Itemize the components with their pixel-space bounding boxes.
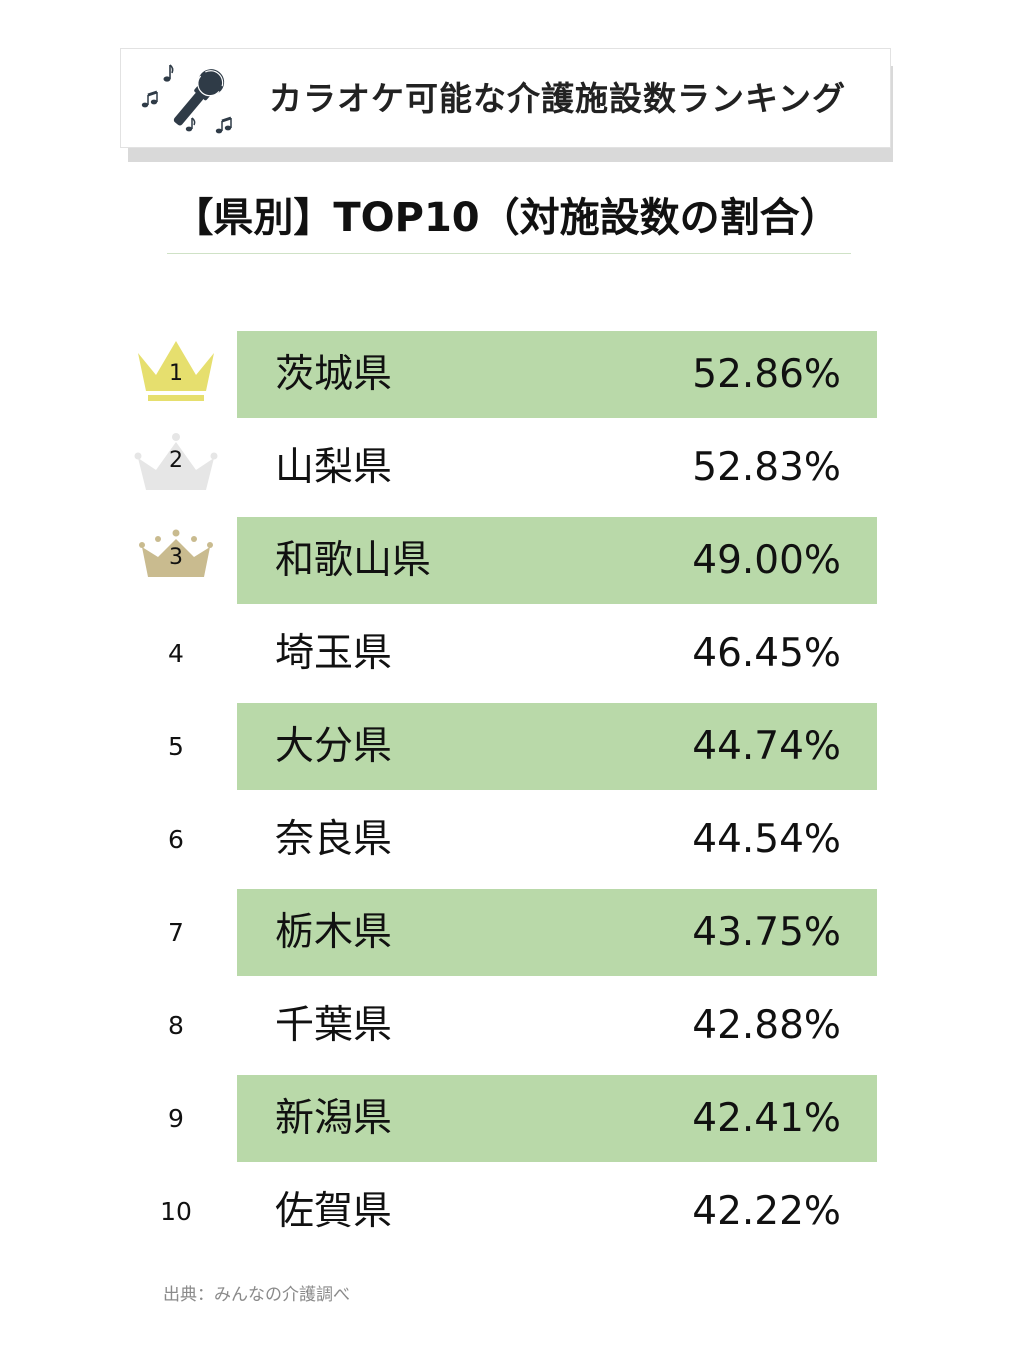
rank-number: 1 [169, 361, 183, 386]
row-background [237, 703, 877, 790]
source-note: 出典：みんなの介護調べ [163, 1285, 350, 1305]
ratio-value: 43.75% [692, 910, 841, 955]
prefecture-name: 和歌山県 [275, 538, 432, 583]
rank-number: 7 [168, 918, 184, 947]
rank-cell: 10 [126, 1168, 226, 1255]
crown-gold-icon [138, 341, 214, 401]
ratio-value: 46.45% [692, 631, 841, 676]
rank-cell: 4 [126, 610, 226, 697]
row-background [237, 517, 877, 604]
prefecture-name: 千葉県 [275, 1003, 393, 1048]
prefecture-name: 新潟県 [275, 1096, 393, 1141]
rank-number: 6 [168, 825, 184, 854]
ratio-value: 52.86% [692, 352, 841, 397]
crown-silver-icon [134, 433, 218, 490]
table-row: 1 茨城県 52.86% [0, 331, 1013, 418]
ratio-value: 42.88% [692, 1003, 841, 1048]
rank-cell: 5 [126, 703, 226, 790]
ratio-value: 52.83% [692, 445, 841, 490]
row-background [237, 889, 877, 976]
table-row: 5 大分県 44.74% [0, 703, 1013, 790]
rank-cell: 6 [126, 796, 226, 883]
table-row: 8 千葉県 42.88% [0, 982, 1013, 1069]
table-row: 2 山梨県 52.83% [0, 424, 1013, 511]
microphone-music-notes-icon [141, 64, 232, 134]
prefecture-name: 大分県 [275, 724, 393, 769]
header-title: カラオケ可能な介護施設数ランキング [269, 79, 847, 118]
rank-number: 3 [169, 545, 183, 570]
prefecture-name: 佐賀県 [275, 1189, 393, 1234]
table-row: 10 佐賀県 42.22% [0, 1168, 1013, 1255]
ratio-value: 44.74% [692, 724, 841, 769]
table-row: 6 奈良県 44.54% [0, 796, 1013, 883]
prefecture-name: 山梨県 [275, 445, 393, 490]
rank-number: 5 [168, 732, 184, 761]
subtitle-divider [167, 253, 851, 254]
table-row: 3 和歌山県 49.00% [0, 517, 1013, 604]
rank-cell: 1 [126, 331, 226, 418]
rank-number: 4 [168, 639, 184, 668]
prefecture-name: 栃木県 [275, 910, 393, 955]
ratio-value: 42.41% [692, 1096, 841, 1141]
chart-subtitle: 【県別】TOP10（対施設数の割合） [173, 195, 840, 241]
table-row: 7 栃木県 43.75% [0, 889, 1013, 976]
ratio-value: 42.22% [692, 1189, 841, 1234]
rank-cell: 8 [126, 982, 226, 1069]
rank-cell: 9 [126, 1075, 226, 1162]
ratio-value: 49.00% [692, 538, 841, 583]
row-background [237, 1075, 877, 1162]
prefecture-name: 埼玉県 [275, 631, 393, 676]
ratio-value: 44.54% [692, 817, 841, 862]
prefecture-name: 奈良県 [275, 817, 393, 862]
row-background [237, 331, 877, 418]
table-row: 4 埼玉県 46.45% [0, 610, 1013, 697]
rank-cell: 2 [126, 424, 226, 511]
rank-cell: 3 [126, 517, 226, 604]
crown-bronze-icon [139, 529, 213, 577]
rank-number: 10 [160, 1197, 192, 1226]
rank-cell: 7 [126, 889, 226, 976]
table-row: 9 新潟県 42.41% [0, 1075, 1013, 1162]
rank-number: 8 [168, 1011, 184, 1040]
prefecture-name: 茨城県 [275, 352, 393, 397]
rank-number: 2 [169, 448, 183, 473]
header-card: カラオケ可能な介護施設数ランキング [120, 48, 891, 148]
rank-number: 9 [168, 1104, 184, 1133]
